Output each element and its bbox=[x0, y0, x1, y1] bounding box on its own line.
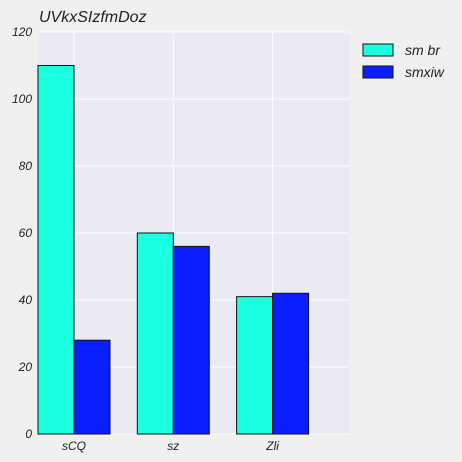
bar-smxiw-sCQ bbox=[73, 339, 111, 435]
chart-title: UVkxSIzfmDoz bbox=[39, 9, 147, 26]
x-axis-ticks: sCQ sz Zli bbox=[62, 439, 279, 453]
y-axis-ticks: 0 20 40 60 80 100 120 bbox=[12, 25, 32, 441]
x-tick-label-1: sz bbox=[167, 439, 179, 453]
legend-swatch-1 bbox=[362, 65, 394, 79]
bar-smxiw-Zli bbox=[272, 292, 310, 435]
y-tick-label-0: 0 bbox=[25, 427, 32, 441]
y-tick-label-4: 80 bbox=[19, 159, 33, 173]
bars bbox=[37, 65, 310, 435]
bar-sm-br-Zli bbox=[236, 296, 274, 435]
y-tick-label-5: 100 bbox=[12, 92, 32, 106]
legend-label-0: sm br bbox=[405, 42, 441, 58]
x-tick-label-2: Zli bbox=[265, 439, 279, 453]
y-tick-label-2: 40 bbox=[19, 293, 33, 307]
legend-swatch-0 bbox=[362, 43, 394, 57]
x-tick-label-0: sCQ bbox=[62, 439, 86, 453]
legend: sm br smxiw bbox=[362, 42, 445, 80]
bar-sm-br-sz bbox=[136, 232, 174, 435]
legend-label-1: smxiw bbox=[405, 64, 445, 80]
y-tick-label-3: 60 bbox=[19, 226, 33, 240]
y-tick-label-1: 20 bbox=[18, 360, 33, 374]
y-tick-label-6: 120 bbox=[12, 25, 32, 39]
bar-sm-br-sCQ bbox=[37, 65, 75, 435]
bar-smxiw-sz bbox=[172, 245, 210, 435]
